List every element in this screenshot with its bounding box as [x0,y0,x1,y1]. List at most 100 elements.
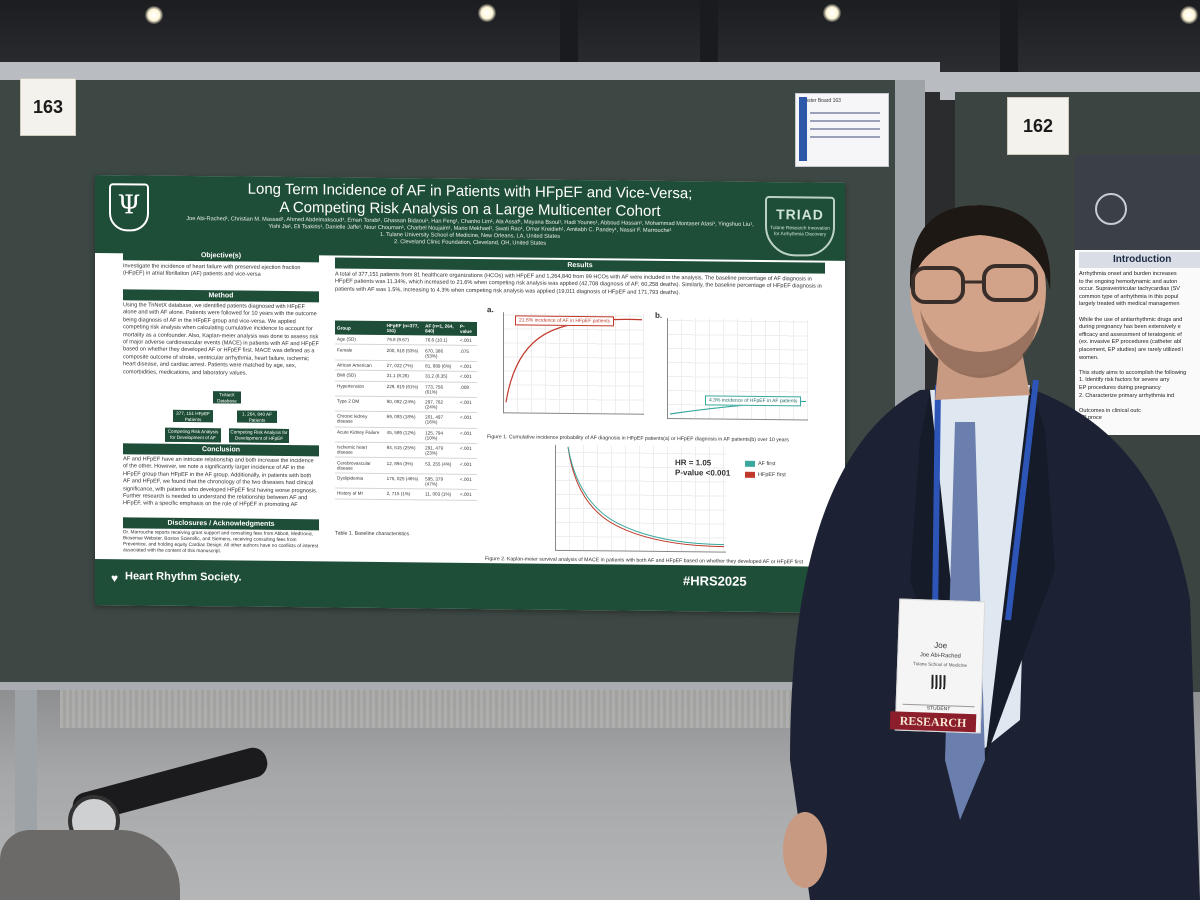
introduction-line: to the ongoing hemodynamic and auton [1079,278,1178,285]
backpack [0,830,180,900]
method-heading: Method [123,289,319,303]
flow-af-patients: 1, 264, 840 AF Patients [237,410,277,423]
table-cell: Hypertension [335,380,385,397]
table-cell: 12, 894 (3%) [384,457,424,474]
table-cell: 53, 255 (4%) [423,458,459,475]
results-text: A total of 377,151 patients from 81 heal… [335,271,822,296]
table-cell: 94, 515 (25%) [384,442,424,459]
table-cell: 69, 093 (18%) [384,411,424,428]
p-value: P-value <0.001 [675,468,731,478]
ceiling-beam [700,0,718,80]
legend-swatch-af-first [745,460,755,467]
introduction-line: during pregnancy has been extensively e [1079,324,1181,331]
table-header-cell: AF (n=1, 264, 840) [423,321,459,336]
table-row: History of MI 2, 715 (1%) 11, 003 (1%) <.00… [335,488,477,501]
board-number-162: 162 [1007,97,1069,155]
disclosures-heading: Disclosures / Acknowledgments [123,517,319,531]
table-cell: Cerebrovascular disease [335,457,385,474]
introduction-line: 2. Characterize primary arrhythmia ind [1079,392,1175,399]
table-cell: 11, 003 (1%) [423,489,459,500]
hazard-ratio: HR = 1.05 [675,458,712,468]
school-seal-icon [1095,193,1127,225]
table-cell: .008 [458,381,477,398]
table-cell: 595, 379 (47%) [423,473,459,490]
table-cell: Dyslipidemia [335,472,385,489]
introduction-line: efficacy and assessment of teratogenic e… [1079,331,1182,338]
table-row: Female 200, 518 (53%) 670, 386 (53%) .075 [335,344,477,362]
table-header-cell: P-value [458,321,477,337]
table-cell: <.001 [458,427,477,444]
method-text: Using the TriNetX database, we identifie… [123,302,319,377]
introduction-line: largely treated with medical managemen [1079,301,1180,308]
left-hand [783,812,827,888]
card-stripe [799,97,807,161]
introduction-line: This study aims to accomplish the follow… [1079,369,1187,376]
table-cell: African American [335,359,385,371]
table-cell: <.001 [458,489,477,501]
table-header-cell: Group [335,320,385,336]
table-cell: 76.6 (10.1) [423,335,459,346]
glasses-left-lens [911,266,965,304]
table-row: Chronic kidney disease 69, 093 (18%) 201, … [335,411,477,429]
table-row: Cerebrovascular disease 12, 894 (3%) 53, 2… [335,457,477,475]
table-row: Type 2 DM 90, 082 (24%) 297, 762 (24%) <.00… [335,395,477,413]
heart-rhythm-society-logo: Heart Rhythm Society. [125,570,242,584]
table-caption: Table 1. Baseline characteristics [335,530,410,538]
table-cell: Chronic kidney disease [335,411,385,428]
badge-full-name: Joe Abi-Rached [919,652,961,660]
table-body: Age (SD) 79.8 (9.67) 76.6 (10.1) <.001 Femal… [335,334,477,501]
table-cell: 201, 497 (16%) [423,412,459,428]
poster-title: Long Term Incidence of AF in Patients wi… [185,180,755,222]
table-cell: History of MI [335,488,385,500]
flow-hfpef-patients: 377, 151 HFpEF Patients [173,409,213,423]
card-line [810,120,880,122]
introduction-line: 1. Identify risk factors for severe arry [1079,377,1170,384]
table-cell: 175, 025 (46%) [384,473,424,490]
introduction-line: EP proce [1079,415,1102,422]
table-row: Dyslipidemia 175, 025 (46%) 595, 379 (47%)… [335,472,477,490]
right-lapel [985,385,1055,760]
results-heading: Results [335,257,825,274]
hfpef-first-curve [567,446,725,548]
af-incidence-curve [505,318,643,403]
poster-authors: Joe Abi-Rached¹, Christian M. Massad¹, A… [185,216,755,250]
table-cell: 773, 756 (61%) [423,381,459,398]
introduction-line: EP procedures during pregnancy [1079,385,1161,391]
adjacent-poster: Introduction Arrhythmia onset and burden… [1075,155,1200,435]
ceiling-light [823,4,841,22]
introduction-line: occur. Supraventricular tachycardias (SV [1079,286,1181,293]
introduction-line: women. [1079,354,1099,361]
table-row: Acute Kidney Failure 45, 589 (12%) 125, 79… [335,426,477,444]
table-cell: 79.8 (9.67) [384,335,424,346]
card-line [810,112,880,114]
table-cell: 125, 794 (10%) [423,427,459,444]
figure-1a-annotation: 21.6% incidence of AF in HFpEF patients [515,315,615,327]
table-row: Hypertension 229, 819 (61%) 773, 756 (61%)… [335,380,477,398]
card-line [810,128,880,130]
heart-icon: ♥ [111,571,119,586]
table-cell: 31.1 (8.26) [384,370,424,382]
table-cell: <.001 [458,443,477,459]
table-cell: <.001 [458,361,477,372]
table-cell: <.001 [458,474,477,490]
beard [920,310,1040,378]
table-cell: Age (SD) [335,334,385,345]
table-cell: 90, 082 (24%) [384,396,424,413]
board-number-163: 163 [20,78,76,136]
conclusion-heading: Conclusion [123,443,319,457]
figure-1-caption: Figure 1. Cumulative incidence probabili… [487,434,789,444]
ceiling-light [478,4,496,22]
ceiling-beam [560,0,578,80]
table-cell: <.001 [458,397,477,413]
flow-database: TriNetX Database [213,391,241,404]
disclosures-text: Dr. Marrouche reports receiving grant su… [123,530,319,555]
af-first-curve [567,446,725,546]
table-cell: 2, 715 (1%) [384,488,424,500]
carpet-edge [60,688,820,728]
figure-a-label: a. [487,305,494,315]
figure-1a-curve [505,318,643,403]
ceiling-light [145,6,163,24]
card-title: Poster Board 163 [802,98,841,104]
poster-board-card: Poster Board 163 [795,93,889,167]
